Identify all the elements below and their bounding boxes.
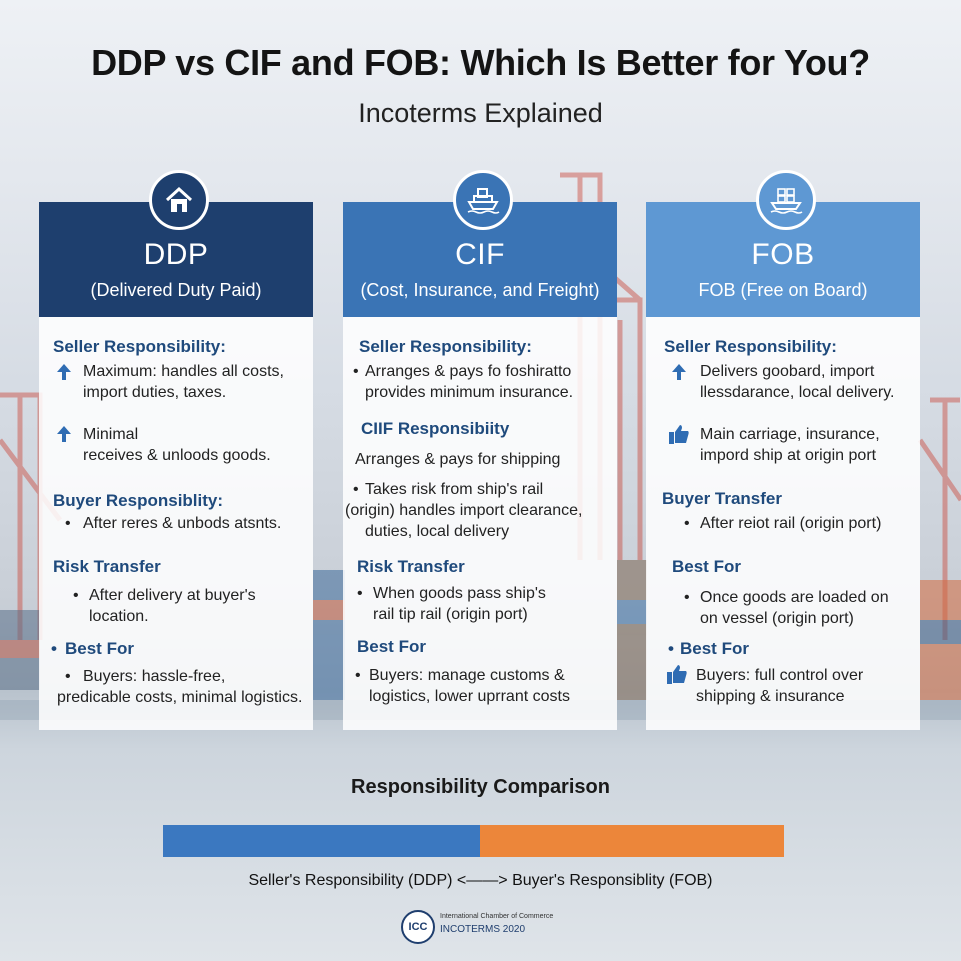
cif-seller-line2: provides minimum insurance.	[365, 384, 574, 401]
fob-card: FOB FOB (Free on Board) Seller Responsib…	[646, 170, 920, 730]
ddp-minimal-line2: receives & unloods goods.	[83, 447, 271, 464]
cif-seller-title: Seller Responsibility:	[359, 337, 532, 356]
ddp-abbr: DDP	[143, 238, 209, 271]
fob-main-line2: impord ship at origin port	[700, 447, 877, 464]
ddp-risk-line2: location.	[89, 608, 149, 625]
arrow-up-icon	[672, 364, 686, 380]
cif-card-header: CIF (Cost, Insurance, and Freight)	[343, 170, 617, 317]
page-title: DDP vs CIF and FOB: Which Is Better for …	[91, 42, 870, 83]
ddp-bullet: •	[65, 515, 71, 532]
cif-card-body: Seller Responsibility: • Arranges & pays…	[343, 317, 617, 730]
ship-icon	[467, 188, 500, 214]
icc-org-name: International Chamber of Commerce	[440, 913, 554, 920]
fob-main-line1: Main carriage, insurance,	[700, 426, 880, 443]
fob-card-header: FOB FOB (Free on Board)	[646, 170, 920, 317]
ddp-best-line2: predicable costs, minimal logistics.	[57, 689, 303, 706]
fob-best2-title: Best For	[680, 639, 749, 658]
ddp-buyer-title: Buyer Responsiblity:	[53, 491, 224, 510]
fob-seller-line1: Delivers goobard, import	[700, 363, 875, 380]
cif-risk-line1: When goods pass ship's	[373, 585, 546, 602]
fob-bullet: •	[684, 589, 690, 606]
fob-seller-title: Seller Responsibility:	[664, 337, 837, 356]
cif-ciif-line1: Arranges & pays for shipping	[355, 451, 561, 468]
ddp-card: DDP (Delivered Duty Paid) Seller Respons…	[39, 170, 313, 730]
ddp-seller-line2: import duties, taxes.	[83, 384, 227, 401]
cif-badge	[453, 170, 513, 230]
arrow-up-icon	[57, 426, 71, 442]
fob-buyer-title: Buyer Transfer	[662, 489, 782, 508]
cif-bullet: •	[353, 363, 359, 380]
fob-seller-line2: llessdarance, local delivery.	[700, 384, 895, 401]
ddp-risk-title: Risk Transfer	[53, 557, 161, 576]
buyer-responsibility-bar	[480, 825, 784, 857]
fob-buyer-line1: After reiot rail (origin port)	[700, 515, 882, 532]
thumbs-up-icon	[667, 665, 687, 684]
icc-logo: ICC	[401, 910, 435, 944]
fob-full-name: FOB (Free on Board)	[698, 280, 868, 300]
cargo-ship-icon	[770, 188, 803, 214]
ddp-card-body: Seller Responsibility: Maximum: handles …	[39, 317, 313, 730]
comparison-title: Responsibility Comparison	[351, 776, 610, 798]
thumbs-up-icon	[669, 425, 689, 444]
cif-ciif-line4: duties, local delivery	[365, 523, 510, 540]
cif-best-title: Best For	[357, 637, 426, 656]
cif-risk-line2: rail tip rail (origin port)	[373, 606, 528, 623]
fob-badge	[756, 170, 816, 230]
arrow-up-icon	[57, 364, 71, 380]
house-icon	[165, 186, 193, 212]
ddp-best-line1: Buyers: hassle-free,	[83, 668, 226, 685]
ddp-minimal-line1: Minimal	[83, 426, 139, 443]
seller-responsibility-bar	[163, 825, 480, 857]
cif-bullet: •	[357, 585, 363, 602]
fob-best2-line2: shipping & insurance	[696, 688, 845, 705]
fob-abbr: FOB	[751, 238, 815, 271]
cif-best-line1: Buyers: manage customs &	[369, 667, 565, 684]
cif-best-line2: logistics, lower uprrant costs	[369, 688, 570, 705]
cif-ciif-line2: Takes risk from ship's rail	[365, 481, 544, 498]
fob-best1-line1: Once goods are loaded on	[700, 589, 889, 606]
ddp-badge	[149, 170, 209, 230]
cif-ciif-title: CIIF Responsibiity	[361, 419, 510, 438]
fob-card-body: Seller Responsibility: Delivers goobard,…	[646, 317, 920, 730]
fob-best1-line2: on vessel (origin port)	[700, 610, 854, 627]
fob-best1-title: Best For	[672, 557, 741, 576]
ddp-bullet: •	[51, 639, 57, 658]
ddp-seller-line1: Maximum: handles all costs,	[83, 363, 284, 380]
fob-best2-line1: Buyers: full control over	[696, 667, 864, 684]
ddp-full-name: (Delivered Duty Paid)	[90, 280, 262, 300]
cif-bullet: •	[353, 481, 359, 498]
fob-bullet: •	[668, 639, 674, 658]
fob-bullet: •	[684, 515, 690, 532]
ddp-card-header: DDP (Delivered Duty Paid)	[39, 170, 313, 317]
cif-seller-line1: Arranges & pays fo foshiratto	[365, 363, 572, 380]
ddp-seller-title: Seller Responsibility:	[53, 337, 226, 356]
cif-risk-title: Risk Transfer	[357, 557, 465, 576]
ddp-best-title: Best For	[65, 639, 134, 658]
cif-ciif-line3: (origin) handles import clearance,	[345, 502, 583, 519]
ddp-risk-line1: After delivery at buyer's	[89, 587, 256, 604]
cif-card: CIF (Cost, Insurance, and Freight) Selle…	[343, 170, 617, 730]
page-subtitle: Incoterms Explained	[358, 98, 603, 128]
ddp-bullet: •	[73, 587, 79, 604]
ddp-bullet: •	[65, 668, 71, 685]
cif-full-name: (Cost, Insurance, and Freight)	[360, 280, 600, 300]
cif-bullet: •	[355, 667, 361, 684]
comparison-legend: Seller's Responsibility (DDP) <——> Buyer…	[248, 872, 713, 889]
incoterms-edition: INCOTERMS 2020	[440, 924, 526, 935]
cif-abbr: CIF	[455, 238, 505, 271]
ddp-buyer-line1: After reres & unbods atsnts.	[83, 515, 282, 532]
